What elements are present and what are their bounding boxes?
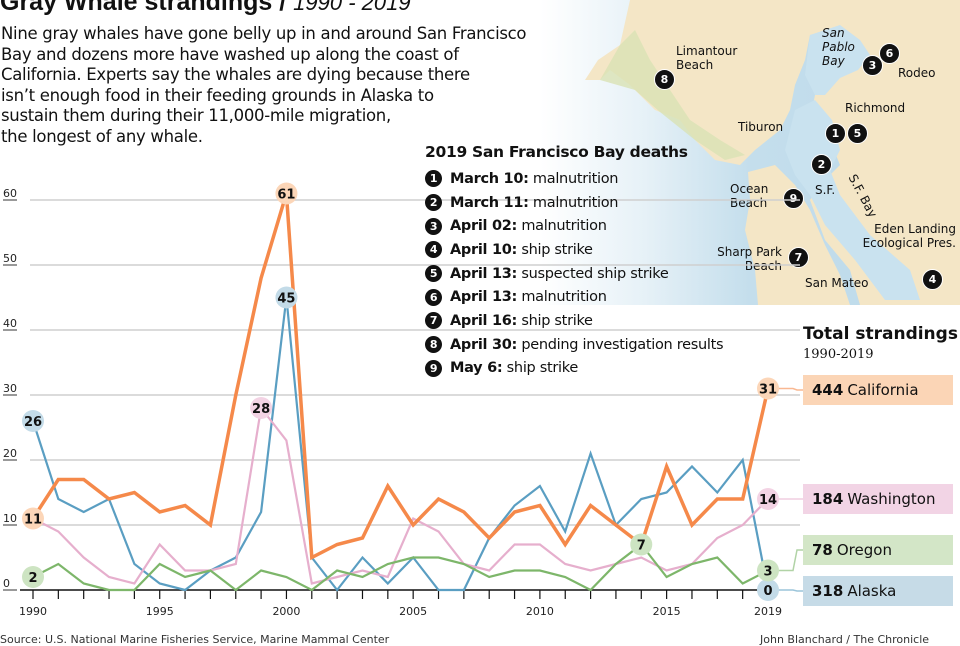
x-tick-label: 2015 <box>653 605 681 618</box>
y-tick-label: 60 <box>3 187 17 200</box>
death-item: 8 April 30: pending investigation results <box>425 333 723 357</box>
death-cause: ship strike <box>521 313 592 329</box>
bay-deaths-title: 2019 San Francisco Bay deaths <box>425 143 723 161</box>
death-item: 7 April 16: ship strike <box>425 309 723 333</box>
marker-number-icon: 2 <box>425 194 442 211</box>
marker-number-icon: 7 <box>425 312 442 329</box>
death-date: April 30: <box>450 337 517 353</box>
death-cause: suspected ship strike <box>521 266 668 282</box>
death-item: 4 April 10: ship strike <box>425 238 723 262</box>
death-item: 9 May 6: ship strike <box>425 357 723 381</box>
marker-number-icon: 9 <box>425 360 442 377</box>
death-item: 3 April 02: malnutrition <box>425 214 723 238</box>
point-label: 45 <box>277 292 295 307</box>
x-tick-label: 1990 <box>19 605 47 618</box>
y-tick-label: 40 <box>3 317 17 330</box>
point-label: 28 <box>252 402 270 417</box>
death-item: 1 March 10: malnutrition <box>425 167 723 191</box>
x-tick-label: 1995 <box>146 605 174 618</box>
y-tick-label: 0 <box>3 577 10 590</box>
x-tick-label: 2000 <box>272 605 300 618</box>
totals-subtitle: 1990-2019 <box>803 347 874 362</box>
point-label: 3 <box>763 565 772 580</box>
y-tick-label: 30 <box>3 382 17 395</box>
x-tick-label: 2019 <box>754 605 782 618</box>
y-tick-label: 50 <box>3 252 17 265</box>
death-item: 2 March 11: malnutrition <box>425 191 723 215</box>
marker-number-icon: 6 <box>425 289 442 306</box>
y-tick-label: 20 <box>3 447 17 460</box>
death-item: 5 April 13: suspected ship strike <box>425 262 723 286</box>
point-label: 61 <box>277 188 295 203</box>
point-label: 2 <box>28 571 37 586</box>
y-tick-label: 10 <box>3 512 17 525</box>
point-label: 11 <box>24 513 42 528</box>
x-tick-label: 2010 <box>526 605 554 618</box>
death-date: April 02: <box>450 218 517 234</box>
death-date: March 11: <box>450 195 529 211</box>
series-line-oregon <box>33 545 768 591</box>
death-date: April 10: <box>450 242 517 258</box>
death-date: May 6: <box>450 360 502 376</box>
marker-number-icon: 1 <box>425 170 442 187</box>
marker-number-icon: 5 <box>425 265 442 282</box>
death-cause: malnutrition <box>533 171 618 187</box>
death-date: March 10: <box>450 171 529 187</box>
x-tick-label: 2005 <box>399 605 427 618</box>
point-label: 14 <box>759 493 777 508</box>
death-date: April 13: <box>450 289 517 305</box>
marker-number-icon: 4 <box>425 241 442 258</box>
death-cause: ship strike <box>507 360 578 376</box>
death-date: April 13: <box>450 266 517 282</box>
totals-title: Total strandings <box>803 324 958 344</box>
death-cause: malnutrition <box>521 218 606 234</box>
point-label: 26 <box>24 415 42 430</box>
marker-number-icon: 3 <box>425 218 442 235</box>
point-label: 7 <box>637 539 646 554</box>
bay-deaths-list: 2019 San Francisco Bay deaths 1 March 10:… <box>425 143 723 380</box>
death-cause: ship strike <box>521 242 592 258</box>
marker-number-icon: 8 <box>425 336 442 353</box>
death-cause: malnutrition <box>521 289 606 305</box>
point-label: 31 <box>759 383 777 398</box>
death-cause: malnutrition <box>533 195 618 211</box>
death-cause: pending investigation results <box>521 337 723 353</box>
death-item: 6 April 13: malnutrition <box>425 285 723 309</box>
death-date: April 16: <box>450 313 517 329</box>
point-label: 0 <box>763 584 772 599</box>
